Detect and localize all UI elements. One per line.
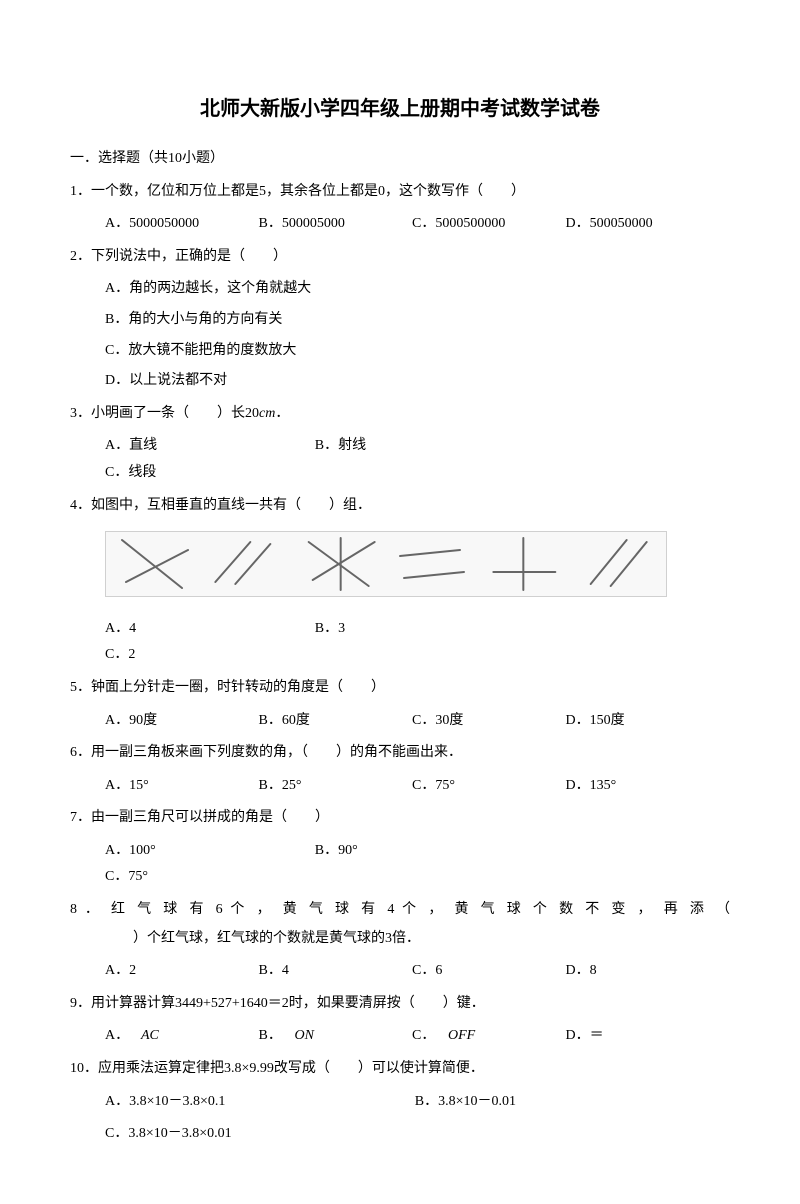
q2-opt-d[interactable]: D．以上说法都不对 xyxy=(105,368,730,395)
q9-opt-c[interactable]: C．OFF xyxy=(412,1023,562,1050)
q7-options: A．100° B．90° C．75° xyxy=(70,838,730,891)
q4-stem: 4．如图中，互相垂直的直线一共有（ ）组． xyxy=(70,493,730,520)
q4-opt-c[interactable]: C．2 xyxy=(105,642,311,669)
q10-opt-c[interactable]: C．3.8×10－3.8×0.01 xyxy=(105,1121,411,1148)
q1-stem: 1．一个数，亿位和万位上都是5，其余各位上都是0，这个数写作（ ） xyxy=(70,179,730,206)
exam-page: 北师大新版小学四年级上册期中考试数学试卷 一．选择题（共10小题） 1．一个数，… xyxy=(0,0,800,1204)
q8-stem-line1: 8 ． 红 气 球 有 6 个 ， 黄 气 球 有 4 个 ， 黄 气 球 个 … xyxy=(70,897,730,924)
q3-cm: cm xyxy=(259,406,275,421)
q1-opt-d[interactable]: D．500050000 xyxy=(566,211,716,238)
q1-options: A．5000050000 B．500005000 C．5000500000 D．… xyxy=(70,211,730,238)
q8-opt-d[interactable]: D．8 xyxy=(566,958,716,985)
q9-a-it: AC xyxy=(141,1023,177,1050)
q1-opt-c[interactable]: C．5000500000 xyxy=(412,211,562,238)
q3-options: A．直线 B．射线 C．线段 xyxy=(70,433,730,486)
q4-opt-b[interactable]: B．3 xyxy=(315,616,521,643)
q3-stem-b: ． xyxy=(275,406,289,421)
q10-opt-a[interactable]: A．3.8×10－3.8×0.1 xyxy=(105,1089,411,1116)
q8-stem-line2: ）个红气球，红气球的个数就是黄气球的3倍． xyxy=(70,926,730,953)
q3-stem-a: 3．小明画了一条（ ）长20 xyxy=(70,406,259,421)
q6-stem: 6．用一副三角板来画下列度数的角，（ ）的角不能画出来． xyxy=(70,740,730,767)
q10-stem: 10．应用乘法运算定律把3.8×9.99改写成（ ）可以使计算简便． xyxy=(70,1056,730,1083)
q3-opt-a[interactable]: A．直线 xyxy=(105,433,311,460)
q10-options-row1: A．3.8×10－3.8×0.1 B．3.8×10－0.01 xyxy=(70,1089,730,1116)
q2-options: A．角的两边越长，这个角就越大 B．角的大小与角的方向有关 C．放大镜不能把角的… xyxy=(70,276,730,394)
section-heading: 一．选择题（共10小题） xyxy=(70,146,730,173)
q8-opt-b[interactable]: B．4 xyxy=(259,958,409,985)
q9-c-it: OFF xyxy=(448,1023,484,1050)
page-title: 北师大新版小学四年级上册期中考试数学试卷 xyxy=(70,90,730,128)
q2-stem: 2．下列说法中，正确的是（ ） xyxy=(70,244,730,271)
q7-opt-c[interactable]: C．75° xyxy=(105,864,311,891)
q6-opt-b[interactable]: B．25° xyxy=(259,773,409,800)
q7-stem: 7．由一副三角尺可以拼成的角是（ ） xyxy=(70,805,730,832)
q6-options: A．15° B．25° C．75° D．135° xyxy=(70,773,730,800)
q5-opt-c[interactable]: C．30度 xyxy=(412,708,562,735)
q9-b-it: ON xyxy=(295,1023,331,1050)
q6-opt-a[interactable]: A．15° xyxy=(105,773,255,800)
q3-opt-b[interactable]: B．射线 xyxy=(315,433,521,460)
q2-opt-a[interactable]: A．角的两边越长，这个角就越大 xyxy=(105,276,730,303)
q5-opt-d[interactable]: D．150度 xyxy=(566,708,716,735)
q9-stem: 9．用计算器计算3449+527+1640＝2时，如果要清屏按（ ）键． xyxy=(70,991,730,1018)
q8-opt-a[interactable]: A．2 xyxy=(105,958,255,985)
q3-stem: 3．小明画了一条（ ）长20cm． xyxy=(70,401,730,428)
q9-b-pre: B． xyxy=(259,1023,295,1050)
q5-opt-b[interactable]: B．60度 xyxy=(259,708,409,735)
q1-opt-a[interactable]: A．5000050000 xyxy=(105,211,255,238)
q9-opt-d[interactable]: D．＝ xyxy=(566,1023,716,1050)
q4-figure xyxy=(105,531,667,597)
q4-options: A．4 B．3 C．2 xyxy=(70,616,730,669)
q1-opt-b[interactable]: B．500005000 xyxy=(259,211,409,238)
q2-opt-c[interactable]: C．放大镜不能把角的度数放大 xyxy=(105,338,730,365)
q5-stem: 5．钟面上分针走一圈，时针转动的角度是（ ） xyxy=(70,675,730,702)
q9-opt-a[interactable]: A．AC xyxy=(105,1023,255,1050)
q9-opt-b[interactable]: B．ON xyxy=(259,1023,409,1050)
q9-c-pre: C． xyxy=(412,1023,448,1050)
q2-opt-b[interactable]: B．角的大小与角的方向有关 xyxy=(105,307,730,334)
q3-opt-c[interactable]: C．线段 xyxy=(105,460,311,487)
q10-opt-b[interactable]: B．3.8×10－0.01 xyxy=(415,1089,721,1116)
q5-opt-a[interactable]: A．90度 xyxy=(105,708,255,735)
q4-opt-a[interactable]: A．4 xyxy=(105,616,311,643)
q9-options: A．AC B．ON C．OFF D．＝ xyxy=(70,1023,730,1050)
q8-options: A．2 B．4 C．6 D．8 xyxy=(70,958,730,985)
q10-options-row2: C．3.8×10－3.8×0.01 xyxy=(70,1121,730,1148)
q8-opt-c[interactable]: C．6 xyxy=(412,958,562,985)
q9-a-pre: A． xyxy=(105,1023,141,1050)
q6-opt-d[interactable]: D．135° xyxy=(566,773,716,800)
q7-opt-b[interactable]: B．90° xyxy=(315,838,521,865)
q7-opt-a[interactable]: A．100° xyxy=(105,838,311,865)
q6-opt-c[interactable]: C．75° xyxy=(412,773,562,800)
q5-options: A．90度 B．60度 C．30度 D．150度 xyxy=(70,708,730,735)
